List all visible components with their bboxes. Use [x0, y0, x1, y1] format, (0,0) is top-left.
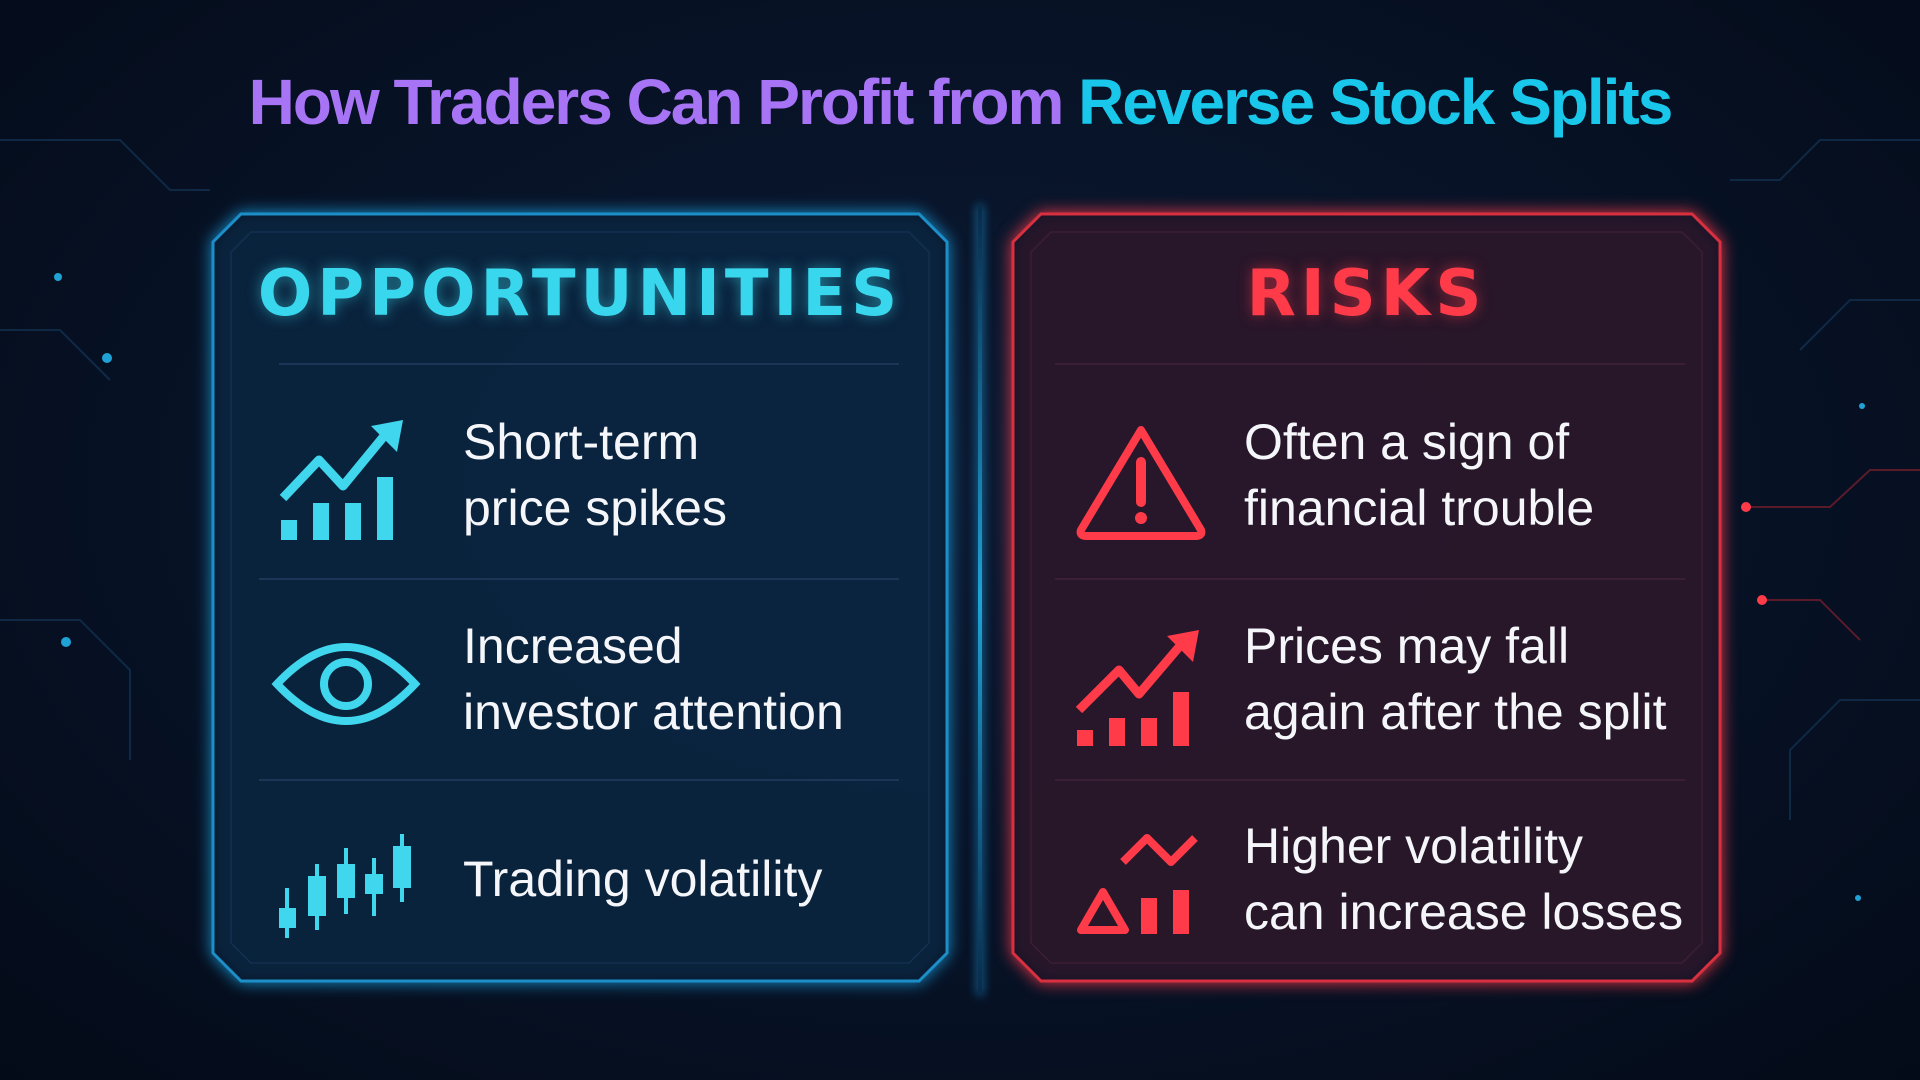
item-text: Prices may fall: [1244, 618, 1570, 674]
risks-panel: RISKS Often a sign of financial trouble …: [1011, 212, 1722, 983]
risks-heading: RISKS: [1246, 257, 1487, 331]
item-text: again after the split: [1244, 684, 1667, 740]
candlestick-icon: [279, 834, 411, 938]
divider: [259, 779, 899, 781]
title-part-2: Reverse Stock Splits: [1078, 66, 1673, 138]
item-text: Short-term: [463, 414, 700, 470]
panel-frame: [211, 212, 949, 983]
item-text: financial trouble: [1244, 480, 1595, 536]
divider: [1055, 779, 1685, 781]
divider: [1055, 578, 1685, 580]
divider: [259, 578, 899, 580]
page-title: How Traders Can Profit from Reverse Stoc…: [100, 62, 1820, 142]
item-text: Increased: [463, 618, 683, 674]
center-divider: [978, 205, 982, 995]
divider: [1055, 363, 1685, 365]
item-text: Often a sign of: [1244, 414, 1570, 470]
item-text: investor attention: [463, 684, 844, 740]
divider: [279, 363, 899, 365]
item-text: Higher volatility: [1244, 818, 1584, 874]
rising-chart-icon: [279, 420, 403, 540]
item-text: can increase losses: [1244, 884, 1684, 940]
title-part-1: How Traders Can Profit from: [248, 66, 1065, 138]
panel-frame: [1011, 212, 1722, 983]
volatility-chart-icon: [1077, 834, 1198, 934]
eye-icon: [271, 643, 421, 725]
item-text: price spikes: [463, 480, 727, 536]
item-text: Trading volatility: [463, 851, 823, 907]
opportunities-panel: OPPORTUNITIES Short-term price spikes In…: [211, 212, 949, 983]
opportunities-heading: OPPORTUNITIES: [257, 257, 903, 331]
warning-triangle-icon: [1076, 426, 1206, 540]
rising-chart-icon: [1075, 630, 1199, 746]
